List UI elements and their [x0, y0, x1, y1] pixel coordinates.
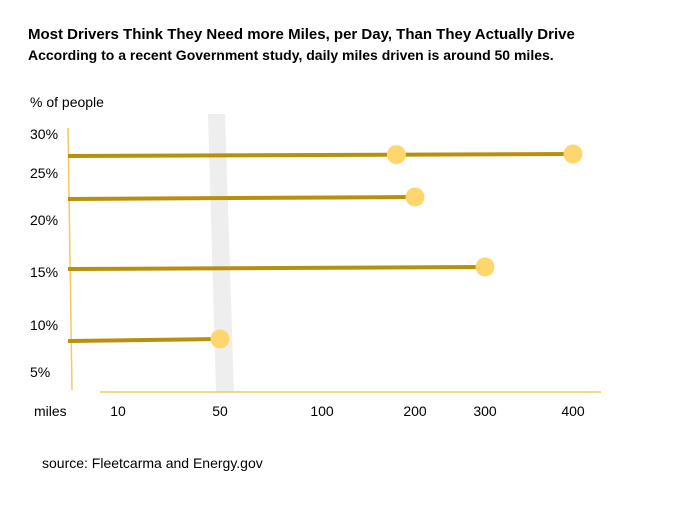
- series-point: [386, 145, 406, 165]
- y-tick-label: 25%: [30, 165, 58, 181]
- x-tick-label: 300: [473, 403, 497, 419]
- x-tick-label: 200: [403, 403, 427, 419]
- y-axis-line: [67, 127, 73, 391]
- x-tick-label: 100: [310, 403, 334, 419]
- y-tick-label: 15%: [30, 264, 58, 280]
- source-note: source: Fleetcarma and Energy.gov: [42, 455, 263, 471]
- y-tick-label: 20%: [30, 212, 58, 228]
- series-line: [67, 265, 486, 271]
- series-point: [405, 187, 425, 207]
- y-axis-label: % of people: [30, 94, 104, 110]
- series-point: [563, 144, 583, 164]
- y-tick-label: 5%: [30, 364, 50, 380]
- highlight-band-50-miles: [208, 114, 234, 392]
- series-point: [210, 329, 230, 349]
- series-line: [67, 152, 574, 158]
- chart-subtitle: According to a recent Government study, …: [28, 47, 554, 63]
- x-tick-label: 10: [110, 403, 126, 419]
- series-point: [475, 257, 495, 277]
- series-line: [67, 195, 416, 201]
- x-axis-label: miles: [34, 403, 67, 419]
- y-tick-label: 30%: [30, 126, 58, 142]
- x-tick-label: 400: [561, 403, 585, 419]
- x-tick-label: 50: [212, 403, 228, 419]
- chart-title: Most Drivers Think They Need more Miles,…: [28, 26, 575, 43]
- series-line: [67, 337, 221, 343]
- y-tick-label: 10%: [30, 317, 58, 333]
